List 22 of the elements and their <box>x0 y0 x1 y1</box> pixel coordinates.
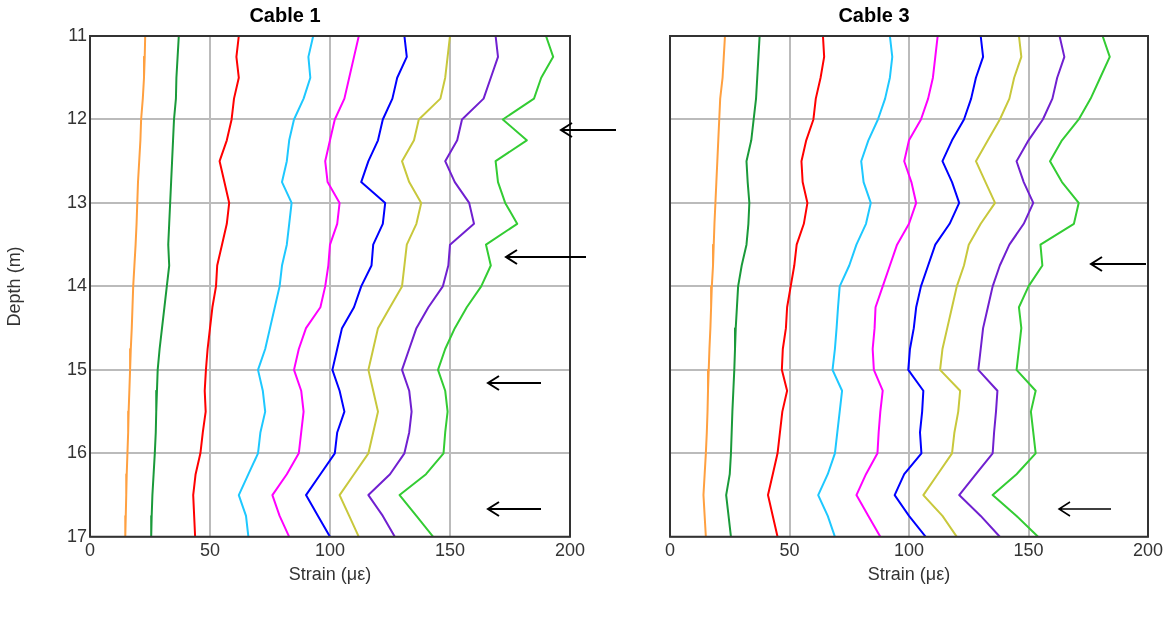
x-axis-title: Strain (με) <box>288 564 372 585</box>
y-axis-title: Depth (m) <box>3 246 24 327</box>
x-tick-label: 50 <box>199 539 221 560</box>
x-tick-label: 200 <box>1132 539 1164 560</box>
y-tick-label: 11 <box>68 24 87 45</box>
x-tick-label: 0 <box>84 539 96 560</box>
x-axis-title: Strain (με) <box>867 564 951 585</box>
x-tick-label: 100 <box>314 539 346 560</box>
y-tick-label: 17 <box>66 525 87 546</box>
y-tick-label: 15 <box>66 358 87 379</box>
x-tick-label: 150 <box>434 539 466 560</box>
x-tick-label: 0 <box>664 539 676 560</box>
y-tick-label: 16 <box>66 442 87 463</box>
y-tick-label: 14 <box>66 275 87 296</box>
chart-title: Cable 3 <box>838 3 910 26</box>
y-tick-label: 13 <box>66 191 87 212</box>
x-tick-label: 200 <box>554 539 586 560</box>
x-tick-label: 150 <box>1013 539 1044 560</box>
x-tick-label: 50 <box>779 539 800 560</box>
y-tick-label: 12 <box>66 108 87 129</box>
chart-title: Cable 1 <box>249 3 321 26</box>
x-tick-label: 100 <box>893 539 925 560</box>
